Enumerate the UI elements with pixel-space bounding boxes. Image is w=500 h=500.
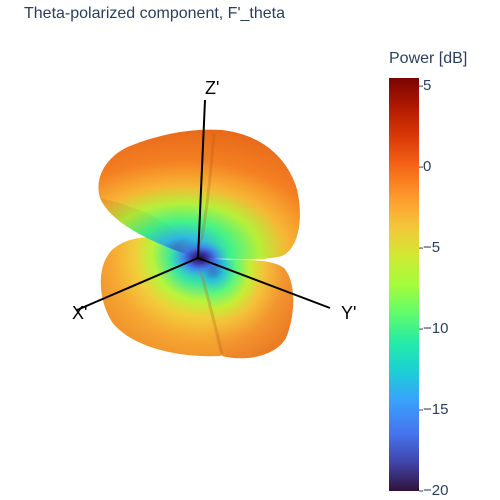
colorbar-tick-label: −10 bbox=[423, 320, 449, 338]
colorbar-tick-label: 0 bbox=[423, 158, 432, 176]
colorbar-tick-label: −20 bbox=[423, 482, 449, 499]
x-axis-line bbox=[76, 257, 199, 311]
z-axis-label: Z' bbox=[205, 78, 220, 98]
colorbar-tick-label: 5 bbox=[423, 77, 432, 95]
colorbar-tick-label: −5 bbox=[423, 239, 441, 257]
colorbar-ticks bbox=[419, 85, 423, 492]
y-axis-line bbox=[197, 257, 331, 309]
z-axis-line bbox=[197, 99, 206, 259]
upper-lobe-shade bbox=[100, 198, 198, 258]
chart-title: Theta-polarized component, F'_theta bbox=[24, 5, 285, 22]
colorbar bbox=[389, 78, 419, 491]
y-axis-label: Y' bbox=[341, 303, 357, 323]
colorbar-title: Power [dB] bbox=[389, 50, 468, 67]
colorbar-tick-label: −15 bbox=[423, 401, 449, 419]
x-axis-label: X' bbox=[72, 303, 88, 323]
lower-right-lobe bbox=[198, 258, 294, 359]
